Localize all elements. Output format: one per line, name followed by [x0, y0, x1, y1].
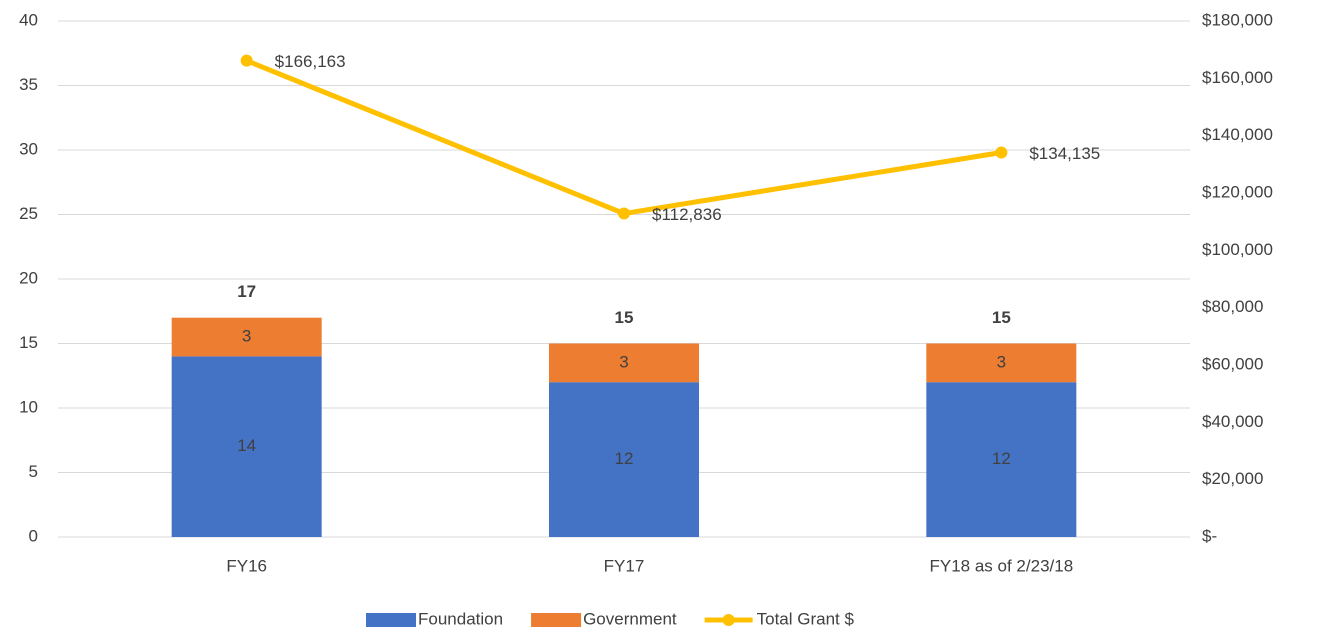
y-tick-label: 30 — [19, 139, 38, 158]
legend-swatch — [531, 613, 582, 627]
y2-tick-label: $160,000 — [1202, 68, 1273, 87]
line-value-label: $166,163 — [275, 52, 346, 71]
bar-value-label: 14 — [237, 436, 256, 455]
y-tick-label: 35 — [19, 75, 38, 94]
y2-tick-label: $60,000 — [1202, 354, 1263, 373]
y2-tick-label: $80,000 — [1202, 297, 1263, 316]
y-tick-label: 15 — [19, 333, 38, 352]
y2-tick-label: $140,000 — [1202, 125, 1273, 144]
bar-segment — [926, 343, 1077, 383]
total-label: 17 — [237, 282, 256, 301]
y2-tick-label: $- — [1202, 526, 1217, 545]
line-value-label: $134,135 — [1029, 144, 1100, 163]
y2-tick-label: $100,000 — [1202, 240, 1273, 259]
y2-tick-label: $20,000 — [1202, 469, 1263, 488]
line-value-label: $112,836 — [652, 205, 722, 224]
bar-value-label: 3 — [242, 327, 251, 346]
line-point — [995, 146, 1008, 159]
total-label: 15 — [615, 308, 634, 327]
y-tick-label: 5 — [29, 462, 38, 481]
total-label: 15 — [992, 308, 1011, 327]
bar-segment — [171, 317, 322, 357]
y2-tick-label: $120,000 — [1202, 182, 1273, 201]
bar-segment — [926, 382, 1077, 537]
legend-label: Foundation — [418, 609, 503, 628]
bar-segment — [549, 343, 699, 383]
y2-tick-label: $40,000 — [1202, 412, 1263, 431]
bar-segment — [171, 356, 322, 537]
x-tick-label: FY18 as of 2/23/18 — [930, 556, 1074, 575]
y-tick-label: 25 — [19, 204, 38, 223]
bar-segment — [549, 382, 699, 537]
bar-value-label: 3 — [619, 352, 628, 371]
bar-value-label: 3 — [997, 352, 1006, 371]
line-point — [240, 54, 253, 67]
legend-label: Government — [583, 609, 677, 628]
y-tick-label: 10 — [19, 397, 38, 416]
y-tick-label: 40 — [19, 10, 38, 29]
x-tick-label: FY16 — [226, 556, 267, 575]
y-tick-label: 20 — [19, 268, 38, 287]
line-series — [245, 58, 1002, 217]
y2-tick-label: $180,000 — [1202, 10, 1273, 29]
legend-label: Total Grant $ — [757, 609, 855, 628]
x-tick-label: FY17 — [604, 556, 645, 575]
line-point — [618, 207, 630, 220]
bar-value-label: 12 — [615, 449, 634, 468]
legend-swatch — [722, 614, 735, 626]
legend-swatch — [366, 613, 416, 627]
bar-value-label: 12 — [992, 449, 1011, 468]
y-tick-label: 0 — [29, 526, 38, 545]
